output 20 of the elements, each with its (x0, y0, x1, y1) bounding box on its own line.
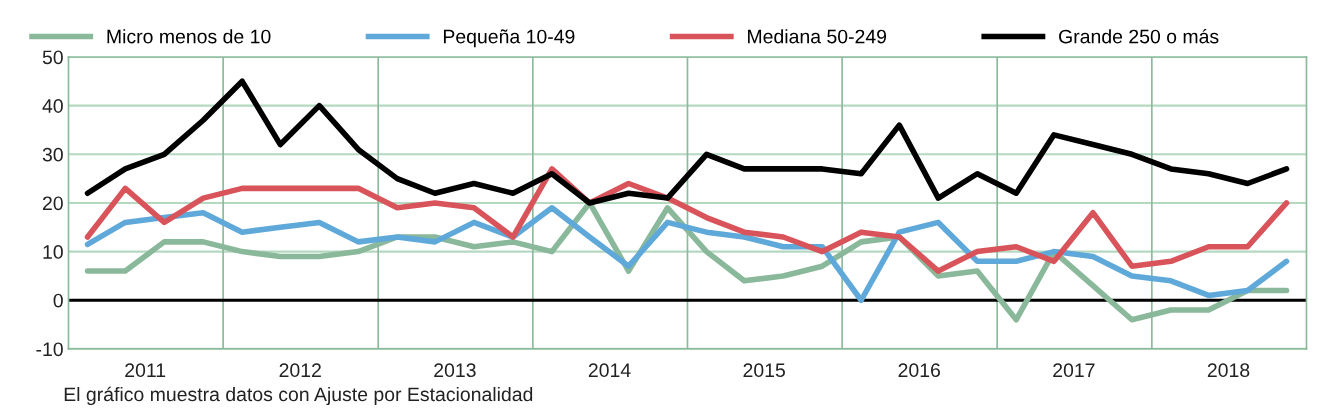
y-tick-label: 30 (42, 147, 63, 162)
x-tick-label: 2011 (125, 363, 166, 378)
y-tick-label: 50 (42, 50, 63, 65)
legend-label: Micro menos de 10 (107, 29, 271, 44)
y-tick-label: 10 (43, 245, 63, 259)
x-tick-label: 2013 (434, 363, 476, 378)
y-tick-label: 0 (53, 293, 63, 308)
text: El gráfico muestra datos con Ajuste por Estacionalidad (64, 386, 533, 406)
x-tick-label: 2016 (898, 363, 940, 378)
legend-label: Pequeña 10-49 (443, 29, 575, 48)
y-tick-label: 40 (42, 99, 63, 113)
x-tick-label: 2012 (279, 363, 321, 378)
x-tick-label: 2014 (588, 363, 631, 378)
y-tick-label: 20 (42, 196, 63, 211)
x-tick-label: 2015 (743, 363, 785, 378)
x-tick-label: 2018 (1207, 363, 1250, 378)
legend-label: Grande 250 o más (1059, 28, 1219, 44)
x-tick-label: 2017 (1053, 363, 1095, 378)
y-tick-label: -10 (36, 342, 63, 357)
legend-label: Mediana 50-249 (748, 29, 887, 44)
